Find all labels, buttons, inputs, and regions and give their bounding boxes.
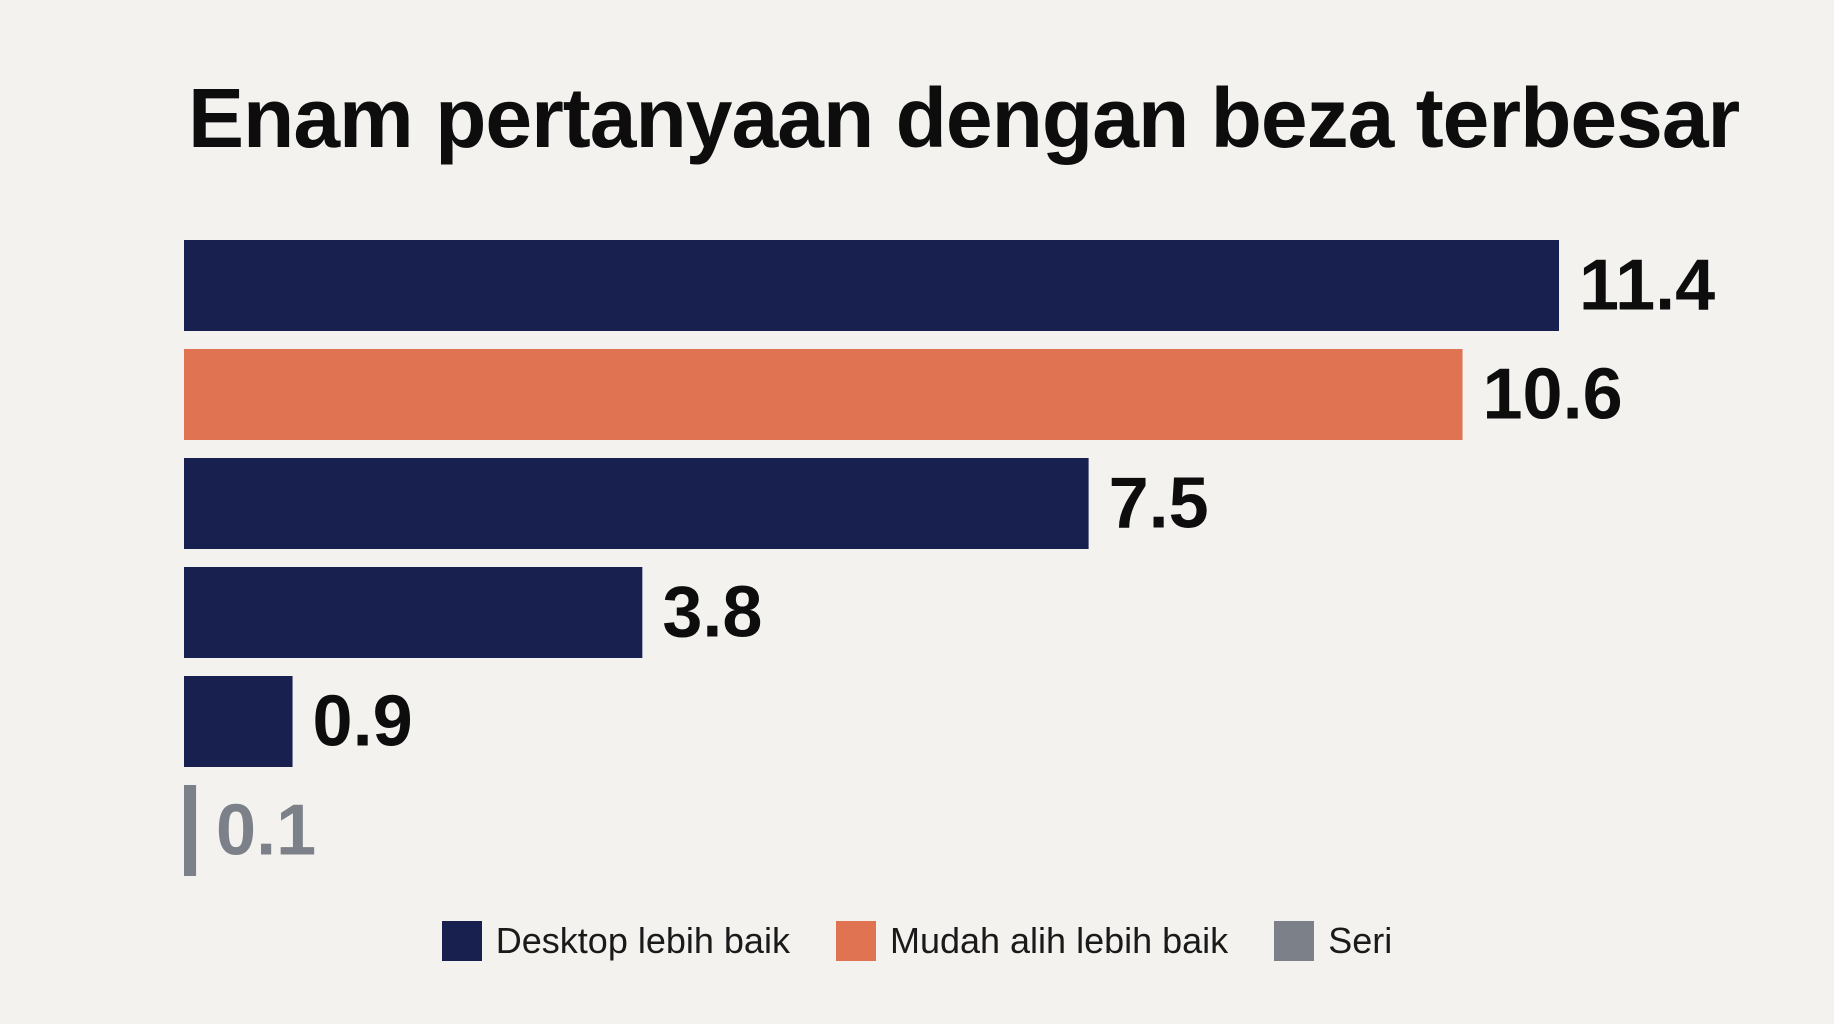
legend-item-tie: Seri — [1274, 920, 1392, 962]
legend-label-mobile: Mudah alih lebih baik — [889, 920, 1229, 961]
bar-6 — [184, 785, 197, 876]
legend-item-desktop: Desktop lebih baik — [441, 920, 790, 962]
bar-value-label-1: 11.4 — [1579, 246, 1715, 326]
legend-swatch-mobile — [835, 921, 876, 961]
bar-value-label-2: 10.6 — [1483, 355, 1623, 435]
bar-4 — [184, 567, 643, 658]
bar-chart: 11.4 10.6 7.5 3.8 0.9 0.1 — [184, 240, 1715, 876]
bar-2 — [184, 349, 1463, 440]
legend-swatch-desktop — [441, 921, 482, 961]
legend: Desktop lebih baik Mudah alih lebih baik S… — [0, 920, 1834, 962]
legend-label-tie: Seri — [1328, 920, 1393, 961]
legend-label-desktop: Desktop lebih baik — [495, 920, 790, 961]
bar-value-label-5: 0.9 — [313, 682, 413, 762]
bar-value-label-6: 0.1 — [216, 791, 316, 871]
bar-5 — [184, 676, 293, 767]
chart-title: Enam pertanyaan dengan beza terbesar — [188, 71, 1740, 165]
legend-item-mobile: Mudah alih lebih baik — [835, 920, 1229, 962]
bar-1 — [184, 240, 1559, 331]
legend-swatch-tie — [1274, 921, 1315, 961]
bar-3 — [184, 458, 1089, 549]
bar-value-label-4: 3.8 — [662, 573, 762, 653]
bar-value-label-3: 7.5 — [1109, 464, 1209, 544]
